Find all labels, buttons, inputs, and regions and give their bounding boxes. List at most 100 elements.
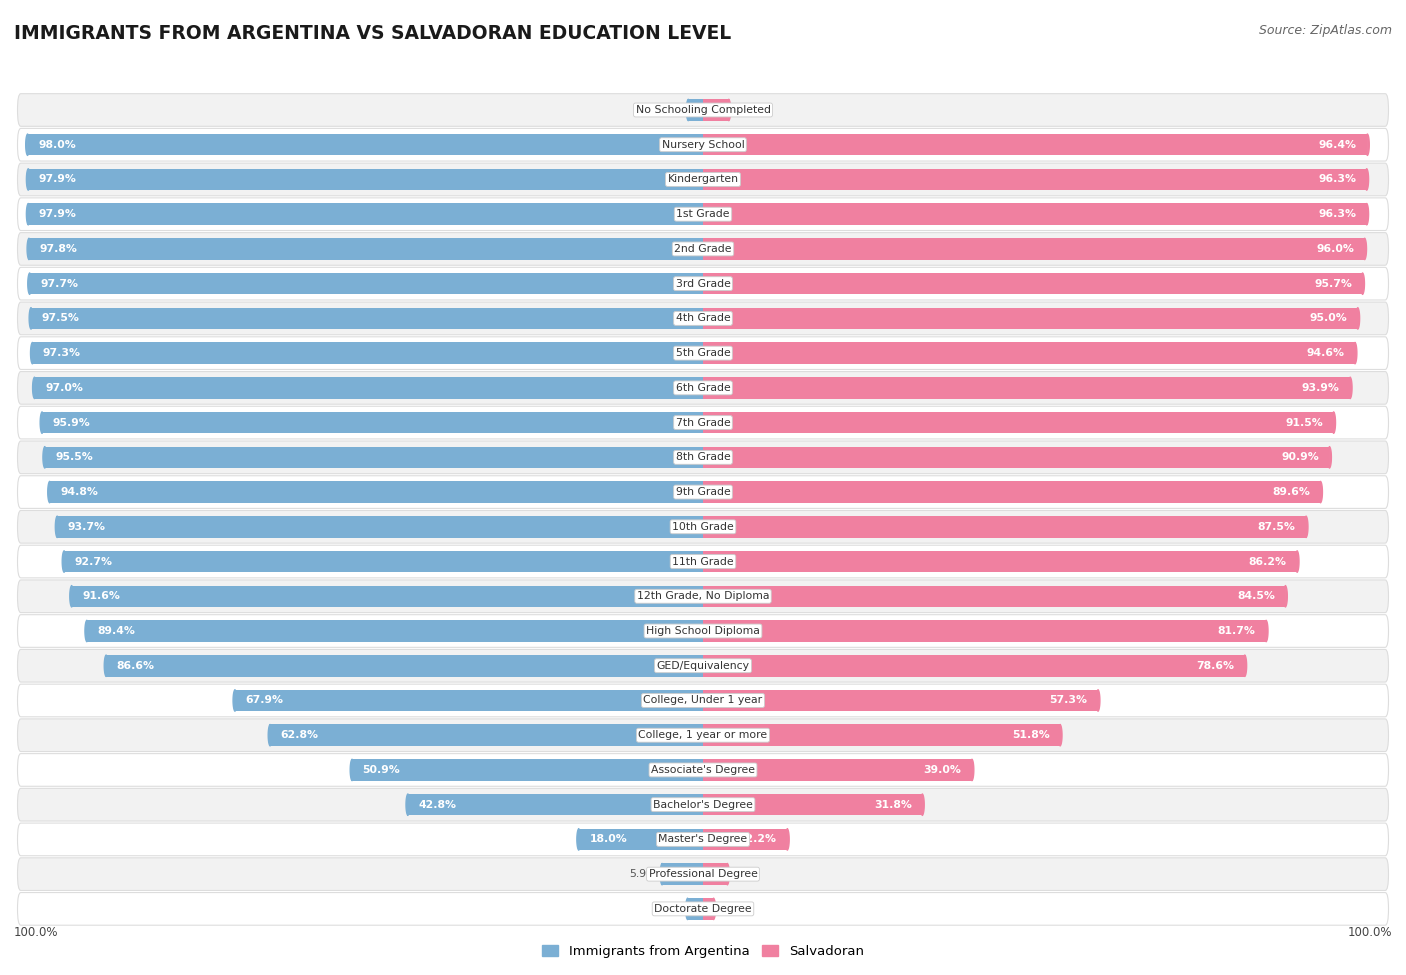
Polygon shape bbox=[350, 760, 353, 781]
Text: 94.6%: 94.6% bbox=[1306, 348, 1344, 358]
Polygon shape bbox=[25, 134, 28, 155]
Text: 62.8%: 62.8% bbox=[281, 730, 319, 740]
Bar bbox=[703, 134, 1367, 155]
FancyBboxPatch shape bbox=[17, 511, 1389, 543]
Bar bbox=[703, 551, 1296, 572]
Text: 7th Grade: 7th Grade bbox=[676, 417, 730, 428]
Text: 1.5%: 1.5% bbox=[718, 904, 747, 914]
Polygon shape bbox=[728, 99, 731, 121]
Text: 98.0%: 98.0% bbox=[38, 139, 76, 150]
FancyBboxPatch shape bbox=[17, 614, 1389, 647]
Bar bbox=[45, 447, 703, 468]
Bar bbox=[703, 620, 1265, 642]
Text: 93.9%: 93.9% bbox=[1302, 383, 1340, 393]
Bar bbox=[30, 238, 703, 259]
FancyBboxPatch shape bbox=[17, 719, 1389, 752]
Text: 5.9%: 5.9% bbox=[630, 869, 657, 879]
Text: 96.3%: 96.3% bbox=[1317, 175, 1357, 184]
Text: 6th Grade: 6th Grade bbox=[676, 383, 730, 393]
Bar bbox=[28, 169, 703, 190]
Bar bbox=[353, 760, 703, 781]
Text: 92.7%: 92.7% bbox=[75, 557, 112, 566]
Text: 93.7%: 93.7% bbox=[67, 522, 105, 531]
FancyBboxPatch shape bbox=[17, 336, 1389, 370]
Bar bbox=[703, 99, 728, 121]
Polygon shape bbox=[787, 829, 789, 850]
Text: 51.8%: 51.8% bbox=[1012, 730, 1049, 740]
Text: 11th Grade: 11th Grade bbox=[672, 557, 734, 566]
Text: Source: ZipAtlas.com: Source: ZipAtlas.com bbox=[1258, 24, 1392, 37]
Text: Professional Degree: Professional Degree bbox=[648, 869, 758, 879]
Bar bbox=[270, 724, 703, 746]
Bar bbox=[703, 342, 1355, 364]
Polygon shape bbox=[55, 516, 58, 537]
Bar bbox=[28, 204, 703, 225]
Bar bbox=[703, 829, 787, 850]
Text: 84.5%: 84.5% bbox=[1237, 591, 1275, 602]
Text: GED/Equivalency: GED/Equivalency bbox=[657, 661, 749, 671]
Polygon shape bbox=[1329, 447, 1331, 468]
FancyBboxPatch shape bbox=[17, 233, 1389, 265]
Text: 91.5%: 91.5% bbox=[1285, 417, 1323, 428]
FancyBboxPatch shape bbox=[17, 371, 1389, 405]
Polygon shape bbox=[1362, 273, 1364, 294]
Bar bbox=[28, 134, 703, 155]
Polygon shape bbox=[1306, 516, 1308, 537]
Polygon shape bbox=[70, 586, 72, 607]
Bar bbox=[32, 342, 703, 364]
Text: 95.0%: 95.0% bbox=[1309, 313, 1347, 324]
Polygon shape bbox=[1367, 134, 1369, 155]
Text: No Schooling Completed: No Schooling Completed bbox=[636, 105, 770, 115]
Polygon shape bbox=[28, 273, 30, 294]
Text: 97.7%: 97.7% bbox=[41, 279, 79, 289]
Bar bbox=[703, 377, 1350, 399]
Text: 2.1%: 2.1% bbox=[655, 105, 683, 115]
Polygon shape bbox=[27, 169, 28, 190]
Bar bbox=[72, 586, 703, 607]
FancyBboxPatch shape bbox=[17, 823, 1389, 856]
Bar bbox=[30, 273, 703, 294]
FancyBboxPatch shape bbox=[17, 129, 1389, 161]
Polygon shape bbox=[661, 864, 662, 885]
Bar bbox=[703, 760, 972, 781]
Bar bbox=[688, 898, 703, 919]
Text: College, 1 year or more: College, 1 year or more bbox=[638, 730, 768, 740]
Polygon shape bbox=[44, 447, 45, 468]
Text: 3.7%: 3.7% bbox=[734, 105, 762, 115]
Text: 4th Grade: 4th Grade bbox=[676, 313, 730, 324]
Bar bbox=[703, 411, 1333, 433]
FancyBboxPatch shape bbox=[17, 858, 1389, 890]
Bar bbox=[703, 447, 1329, 468]
Text: 81.7%: 81.7% bbox=[1218, 626, 1256, 636]
Polygon shape bbox=[1367, 204, 1368, 225]
Polygon shape bbox=[1285, 586, 1288, 607]
Text: Master's Degree: Master's Degree bbox=[658, 835, 748, 844]
Polygon shape bbox=[269, 724, 270, 746]
FancyBboxPatch shape bbox=[17, 754, 1389, 786]
Text: 42.8%: 42.8% bbox=[419, 800, 457, 809]
Text: 3.5%: 3.5% bbox=[733, 869, 761, 879]
Polygon shape bbox=[1355, 342, 1357, 364]
Bar bbox=[703, 273, 1362, 294]
Polygon shape bbox=[1333, 411, 1336, 433]
Bar bbox=[703, 724, 1060, 746]
Bar bbox=[703, 586, 1285, 607]
FancyBboxPatch shape bbox=[17, 267, 1389, 300]
Text: Kindergarten: Kindergarten bbox=[668, 175, 738, 184]
Text: 96.0%: 96.0% bbox=[1316, 244, 1354, 254]
Bar bbox=[58, 516, 703, 537]
Text: 95.7%: 95.7% bbox=[1315, 279, 1353, 289]
Bar bbox=[65, 551, 703, 572]
Text: 86.2%: 86.2% bbox=[1249, 557, 1286, 566]
Polygon shape bbox=[406, 794, 408, 815]
FancyBboxPatch shape bbox=[17, 892, 1389, 925]
Text: 91.6%: 91.6% bbox=[83, 591, 120, 602]
Text: 78.6%: 78.6% bbox=[1197, 661, 1234, 671]
Polygon shape bbox=[1367, 169, 1368, 190]
Bar bbox=[49, 482, 703, 503]
Text: 97.0%: 97.0% bbox=[45, 383, 83, 393]
Text: 67.9%: 67.9% bbox=[246, 695, 284, 706]
Bar bbox=[689, 99, 703, 121]
Text: 100.0%: 100.0% bbox=[14, 926, 59, 939]
Bar bbox=[662, 864, 703, 885]
